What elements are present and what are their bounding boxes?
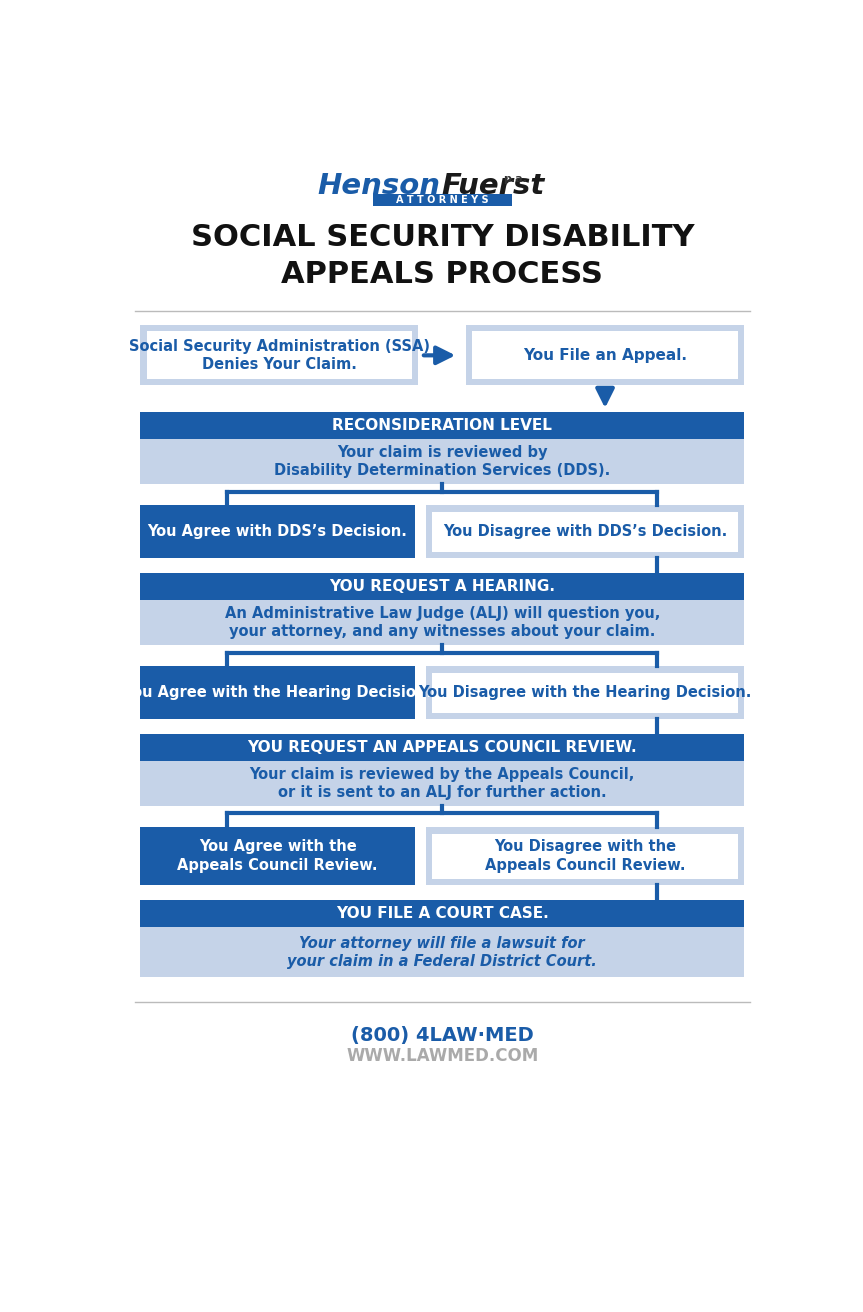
Text: YOU FILE A COURT CASE.: YOU FILE A COURT CASE. <box>336 907 549 921</box>
Text: You File an Appeal.: You File an Appeal. <box>523 348 687 363</box>
FancyBboxPatch shape <box>141 900 744 928</box>
Text: Your attorney will file a lawsuit for
your claim in a Federal District Court.: Your attorney will file a lawsuit for yo… <box>287 935 597 970</box>
Text: YOU REQUEST A HEARING.: YOU REQUEST A HEARING. <box>330 579 555 594</box>
FancyBboxPatch shape <box>141 828 415 886</box>
FancyBboxPatch shape <box>425 505 744 558</box>
Text: An Administrative Law Judge (ALJ) will question you,
your attorney, and any witn: An Administrative Law Judge (ALJ) will q… <box>224 606 660 639</box>
Text: A T T O R N E Y S: A T T O R N E Y S <box>396 194 488 205</box>
Text: You Disagree with the
Appeals Council Review.: You Disagree with the Appeals Council Re… <box>485 840 685 872</box>
FancyBboxPatch shape <box>466 325 744 386</box>
Text: SOCIAL SECURITY DISABILITY
APPEALS PROCESS: SOCIAL SECURITY DISABILITY APPEALS PROCE… <box>191 223 694 289</box>
FancyBboxPatch shape <box>141 325 418 386</box>
FancyBboxPatch shape <box>147 332 412 379</box>
Text: Your claim is reviewed by the Appeals Council,
or it is sent to an ALJ for furth: Your claim is reviewed by the Appeals Co… <box>249 766 635 800</box>
Text: You Agree with the
Appeals Council Review.: You Agree with the Appeals Council Revie… <box>178 840 378 872</box>
FancyBboxPatch shape <box>141 928 744 977</box>
FancyBboxPatch shape <box>432 512 738 551</box>
Text: RECONSIDERATION LEVEL: RECONSIDERATION LEVEL <box>332 419 552 433</box>
FancyBboxPatch shape <box>141 412 744 440</box>
Text: Fuerst: Fuerst <box>442 172 545 199</box>
Text: WWW.LAWMED.COM: WWW.LAWMED.COM <box>346 1047 539 1065</box>
FancyBboxPatch shape <box>425 828 744 886</box>
FancyBboxPatch shape <box>141 440 744 484</box>
FancyBboxPatch shape <box>141 761 744 806</box>
FancyBboxPatch shape <box>141 735 744 761</box>
FancyBboxPatch shape <box>141 573 744 600</box>
Text: You Disagree with the Hearing Decision.: You Disagree with the Hearing Decision. <box>419 685 752 701</box>
FancyBboxPatch shape <box>472 332 738 379</box>
Text: (800) 4LAW·MED: (800) 4LAW·MED <box>351 1026 533 1044</box>
FancyBboxPatch shape <box>432 673 738 712</box>
Text: You Agree with DDS’s Decision.: You Agree with DDS’s Decision. <box>148 525 407 539</box>
Text: You Disagree with DDS’s Decision.: You Disagree with DDS’s Decision. <box>443 525 727 539</box>
Text: p.a.: p.a. <box>503 174 526 184</box>
Text: Social Security Administration (SSA)
Denies Your Claim.: Social Security Administration (SSA) Den… <box>129 338 430 373</box>
FancyBboxPatch shape <box>141 666 415 719</box>
Text: You Agree with the Hearing Decision.: You Agree with the Hearing Decision. <box>123 685 432 701</box>
Text: Your claim is reviewed by
Disability Determination Services (DDS).: Your claim is reviewed by Disability Det… <box>274 445 610 479</box>
FancyBboxPatch shape <box>373 194 512 206</box>
Text: Henson: Henson <box>317 172 440 199</box>
FancyBboxPatch shape <box>432 833 738 879</box>
Text: YOU REQUEST AN APPEALS COUNCIL REVIEW.: YOU REQUEST AN APPEALS COUNCIL REVIEW. <box>248 740 637 756</box>
FancyBboxPatch shape <box>141 600 744 646</box>
FancyBboxPatch shape <box>141 505 415 558</box>
FancyBboxPatch shape <box>425 666 744 719</box>
